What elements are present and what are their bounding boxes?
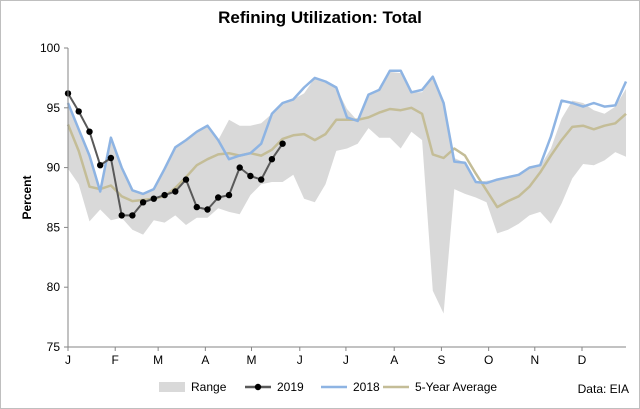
data-point-2019 [161, 191, 168, 199]
y-tick-label: 75 [47, 340, 61, 354]
data-point-2019 [258, 176, 265, 183]
y-axis-title: Percent [20, 175, 34, 219]
y-tick-label: 85 [47, 220, 61, 234]
x-tick-label: N [530, 353, 539, 367]
data-point-2019 [97, 162, 104, 169]
x-tick-label: M [246, 353, 256, 367]
data-point-2019 [75, 108, 82, 115]
data-point-2019 [193, 203, 200, 211]
data-point-2019 [236, 164, 243, 171]
data-point-2019 [182, 176, 190, 183]
range-band [68, 71, 626, 314]
x-tick-label: S [437, 353, 445, 367]
data-point-2019 [118, 212, 125, 219]
data-point-2019 [204, 206, 211, 213]
legend-label-range: Range [191, 380, 227, 394]
series-line-2018 [66, 69, 628, 196]
x-tick-label: J [297, 353, 303, 367]
legend-label-2019: 2019 [277, 380, 304, 394]
legend-label-5-year-average: 5-Year Average [415, 380, 497, 394]
data-point-2019 [107, 154, 115, 162]
x-tick-label: M [153, 353, 163, 367]
data-point-2019 [139, 199, 147, 206]
data-point-2019 [215, 194, 222, 201]
data-point-2019 [247, 172, 254, 180]
legend-swatch-range [159, 382, 185, 392]
legend-marker-2019 [254, 383, 262, 391]
legend-label-2018: 2018 [353, 380, 380, 394]
data-point-2019 [129, 212, 136, 219]
source-note: Data: EIA [577, 382, 629, 396]
data-point-2019 [172, 188, 179, 195]
x-tick-label: F [112, 353, 119, 367]
y-tick-label: 95 [47, 101, 61, 115]
chart-title: Refining Utilization: Total [218, 8, 422, 27]
data-point-2019 [86, 128, 93, 135]
data-point-2019 [150, 195, 157, 202]
x-tick-label: D [578, 353, 587, 367]
data-point-2019 [225, 191, 233, 199]
data-point-2019 [268, 156, 276, 163]
y-tick-label: 100 [40, 41, 60, 55]
x-tick-label: A [201, 353, 209, 367]
x-tick-label: A [390, 353, 398, 367]
x-tick-label: O [484, 353, 493, 367]
y-tick-label: 90 [47, 161, 61, 175]
x-tick-label: J [65, 353, 71, 367]
y-tick-label: 80 [47, 280, 61, 294]
data-point-2019 [279, 140, 286, 147]
x-tick-label: J [343, 353, 349, 367]
